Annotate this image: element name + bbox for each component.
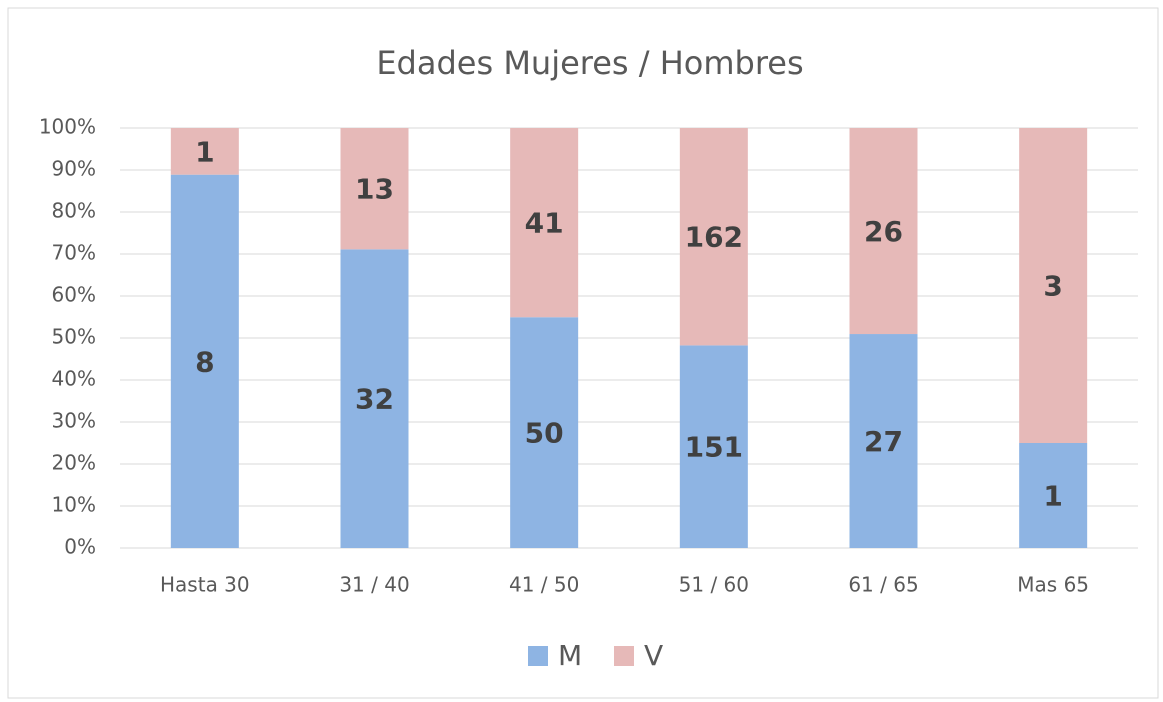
- legend-swatch: [528, 646, 548, 666]
- y-tick-label: 70%: [52, 241, 96, 265]
- bar-segment: [340, 128, 409, 250]
- x-tick-label: 51 / 60: [679, 573, 749, 597]
- data-label: 3: [1043, 270, 1062, 303]
- bar-segment: [1019, 443, 1088, 548]
- y-tick-label: 0%: [64, 535, 96, 559]
- data-label: 13: [355, 173, 394, 206]
- bar-segment: [170, 128, 239, 175]
- y-tick-label: 10%: [52, 493, 96, 517]
- legend-label: V: [644, 639, 663, 672]
- data-label: 32: [355, 383, 394, 416]
- x-tick-label: 41 / 50: [509, 573, 579, 597]
- y-tick-label: 60%: [52, 283, 96, 307]
- legend-swatch: [614, 646, 634, 666]
- data-label: 1: [195, 135, 214, 168]
- legend-label: M: [558, 639, 582, 672]
- x-tick-label: 31 / 40: [339, 573, 409, 597]
- data-label: 27: [864, 425, 903, 458]
- bar-segment: [510, 128, 579, 318]
- bar-segment: [340, 249, 409, 549]
- y-tick-label: 80%: [52, 199, 96, 223]
- y-tick-label: 20%: [52, 451, 96, 475]
- data-label: 1: [1043, 480, 1062, 513]
- y-tick-label: 40%: [52, 367, 96, 391]
- bar-segment: [849, 128, 918, 335]
- data-label: 41: [525, 207, 564, 240]
- y-tick-label: 30%: [52, 409, 96, 433]
- data-label: 151: [685, 431, 743, 464]
- bar-segment: [679, 128, 748, 346]
- bar-segment: [1019, 128, 1088, 443]
- x-tick-label: 61 / 65: [848, 573, 918, 597]
- x-tick-label: Mas 65: [1017, 573, 1089, 597]
- data-label: 162: [685, 221, 743, 254]
- bar-segment: [679, 345, 748, 548]
- y-tick-label: 50%: [52, 325, 96, 349]
- data-label: 26: [864, 215, 903, 248]
- y-tick-label: 90%: [52, 157, 96, 181]
- bar-segment: [510, 317, 579, 548]
- bar-segment: [849, 334, 918, 548]
- data-label: 8: [195, 345, 214, 378]
- bar-segment: [170, 174, 239, 548]
- x-tick-label: Hasta 30: [160, 573, 250, 597]
- y-tick-label: 100%: [39, 115, 96, 139]
- data-label: 50: [525, 417, 564, 450]
- chart-title: Edades Mujeres / Hombres: [376, 44, 803, 82]
